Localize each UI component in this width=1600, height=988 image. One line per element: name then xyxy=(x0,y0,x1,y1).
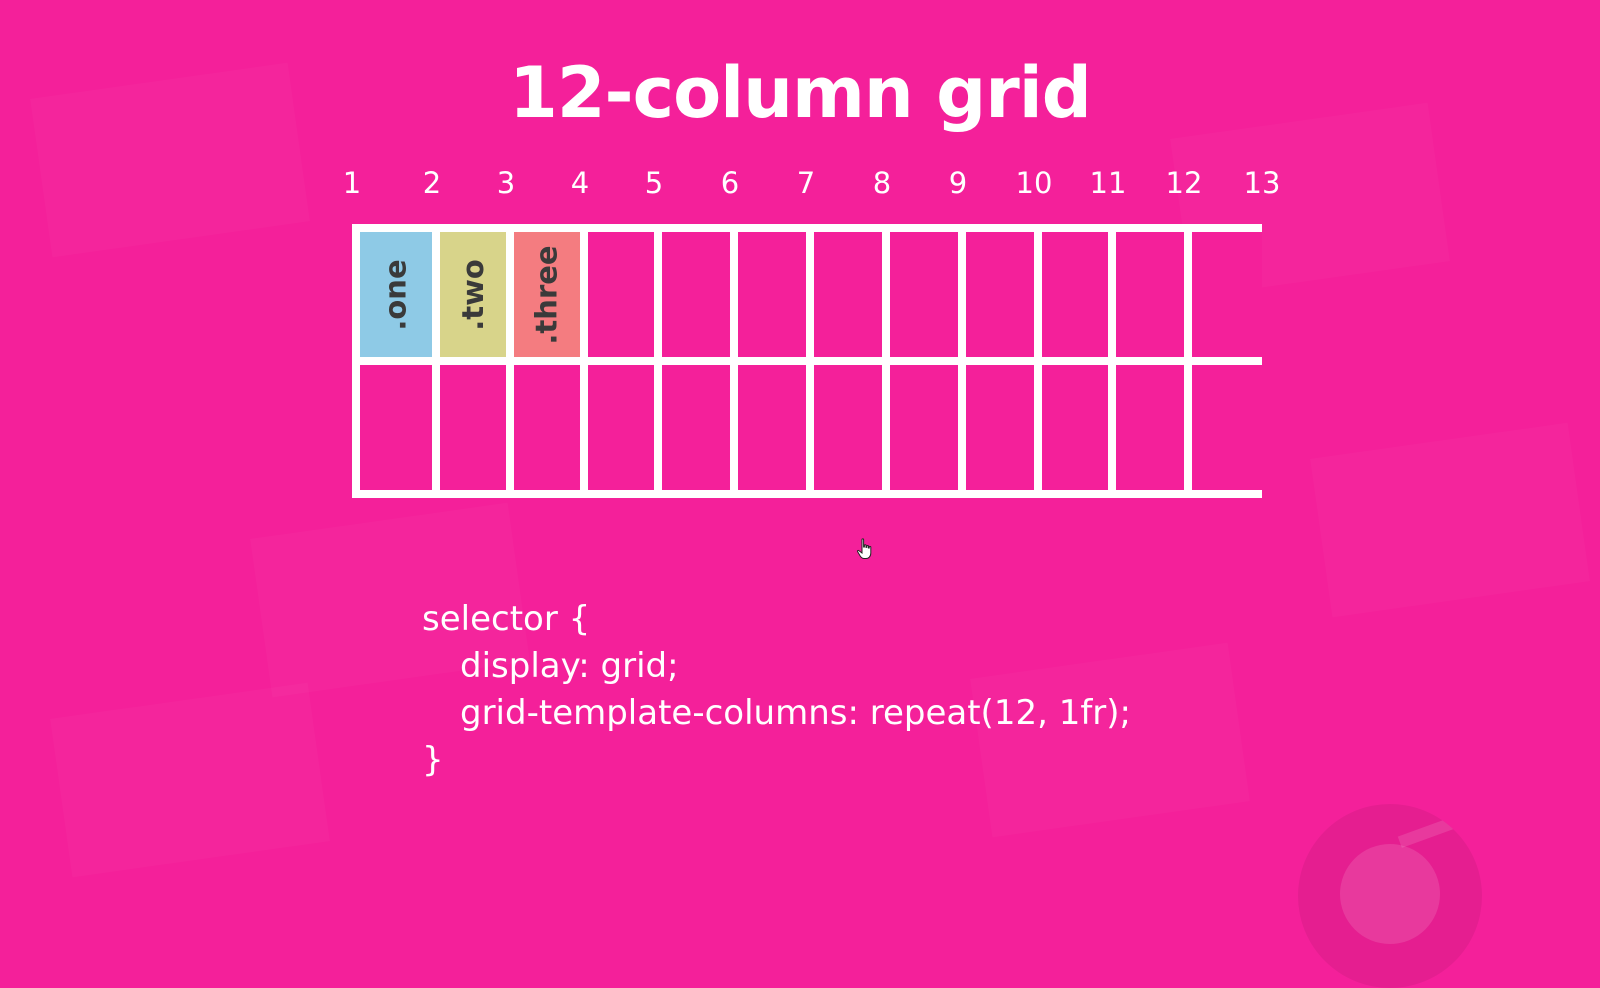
grid-cell xyxy=(1116,365,1184,490)
ninja-logo-icon xyxy=(1298,804,1482,988)
grid-cell xyxy=(738,365,806,490)
grid-cell xyxy=(966,365,1034,490)
grid-line-number: 2 xyxy=(422,166,442,200)
grid-line-number: 6 xyxy=(720,166,740,200)
grid-cell xyxy=(890,232,958,357)
grid-item-two: .two xyxy=(440,232,506,357)
grid-line-number: 4 xyxy=(570,166,590,200)
grid-line-number: 7 xyxy=(796,166,816,200)
slide-title: 12-column grid xyxy=(509,52,1092,134)
grid-cell xyxy=(1116,232,1184,357)
grid-cell xyxy=(966,232,1034,357)
grid-cell xyxy=(814,232,882,357)
grid-item-one: .one xyxy=(360,232,432,357)
grid-item-label: .two xyxy=(456,258,490,331)
grid-line-numbers: 1 2 3 4 5 6 7 8 9 10 11 12 13 xyxy=(0,166,1600,206)
grid-line-number: 9 xyxy=(948,166,968,200)
grid-item-label: .three xyxy=(530,244,565,345)
grid-cell xyxy=(1192,232,1262,357)
grid-cell xyxy=(514,365,580,490)
code-line-display: display: grid; xyxy=(460,646,679,686)
grid-cell xyxy=(440,365,506,490)
code-line-selector: selector { xyxy=(422,599,591,639)
grid-cell xyxy=(360,365,432,490)
grid-line-number: 1 xyxy=(342,166,362,200)
grid-cell xyxy=(588,365,654,490)
grid-item-three: .three xyxy=(514,232,580,357)
code-line-closing-brace: } xyxy=(422,740,444,780)
grid-line-number: 8 xyxy=(872,166,892,200)
grid-line-number: 5 xyxy=(644,166,664,200)
grid-line-number: 11 xyxy=(1089,166,1127,200)
grid-cell xyxy=(662,232,730,357)
grid-cell xyxy=(814,365,882,490)
grid-cell xyxy=(890,365,958,490)
grid-diagram: .one .two .three xyxy=(352,224,1262,498)
grid-line-number: 3 xyxy=(496,166,516,200)
css-code-block: selector { display: grid; grid-template-co… xyxy=(422,596,1131,784)
hand-cursor-icon xyxy=(856,538,872,559)
grid-line-number: 13 xyxy=(1243,166,1281,200)
grid-cell xyxy=(1042,365,1108,490)
grid-line-number: 10 xyxy=(1015,166,1053,200)
grid-line-number: 12 xyxy=(1165,166,1203,200)
code-line-template-columns: grid-template-columns: repeat(12, 1fr); xyxy=(460,693,1132,733)
grid-cell xyxy=(662,365,730,490)
grid-cell xyxy=(738,232,806,357)
grid-cell xyxy=(1042,232,1108,357)
grid-cell xyxy=(1192,365,1262,490)
grid-item-label: .one xyxy=(378,258,413,331)
grid-cell xyxy=(588,232,654,357)
